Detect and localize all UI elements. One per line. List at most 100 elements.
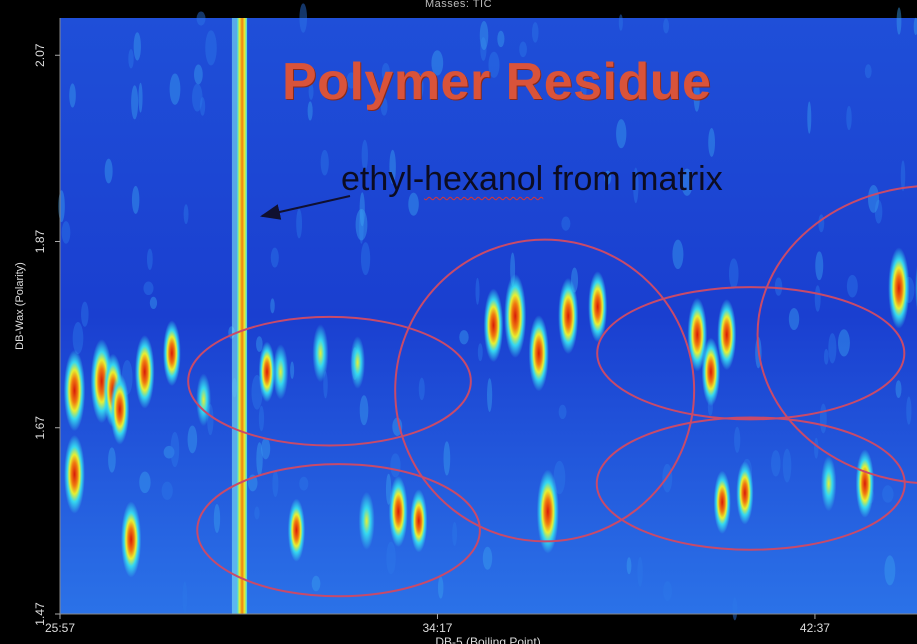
noise-blob bbox=[131, 185, 140, 214]
noise-blob bbox=[254, 506, 260, 520]
noise-blob bbox=[308, 83, 314, 100]
noise-blob bbox=[163, 445, 175, 459]
noise-blob bbox=[143, 281, 154, 296]
noise-blob bbox=[771, 450, 781, 477]
highlight-circle bbox=[196, 463, 481, 598]
noise-blob bbox=[290, 361, 295, 379]
plot-title: Masses: TIC bbox=[424, 0, 493, 10]
noise-blob bbox=[734, 426, 741, 453]
noise-blob bbox=[896, 7, 902, 35]
annotation-word-2: hexanol bbox=[424, 160, 544, 198]
peak-spot bbox=[272, 344, 289, 400]
noise-blob bbox=[108, 447, 116, 473]
peak-spot bbox=[358, 491, 375, 550]
noise-blob bbox=[531, 22, 539, 43]
noise-blob bbox=[359, 209, 364, 244]
noise-blob bbox=[389, 149, 396, 184]
noise-blob bbox=[311, 575, 321, 592]
peak-spot bbox=[121, 501, 142, 578]
noise-blob bbox=[139, 471, 151, 494]
annotation-arrow bbox=[260, 195, 351, 220]
noise-blob bbox=[672, 239, 684, 270]
peak-spot bbox=[855, 449, 875, 518]
peak-spot bbox=[64, 434, 85, 514]
noise-blob bbox=[307, 101, 313, 121]
noise-blob bbox=[408, 192, 419, 216]
noise-blob bbox=[414, 72, 424, 101]
noise-blob bbox=[61, 221, 71, 244]
noise-blob bbox=[558, 404, 567, 420]
y-axis-label: DB-Wax (Polarity) bbox=[14, 262, 26, 350]
noise-blob bbox=[561, 216, 571, 231]
noise-blob bbox=[355, 208, 368, 241]
noise-blob bbox=[361, 139, 368, 171]
noise-blob bbox=[477, 343, 483, 362]
noise-blob bbox=[272, 470, 279, 498]
noise-blob bbox=[299, 3, 308, 33]
noise-blob bbox=[346, 72, 357, 89]
noise-blob bbox=[693, 81, 700, 112]
noise-blob bbox=[133, 32, 141, 61]
peak-spot bbox=[588, 271, 608, 343]
noise-blob bbox=[205, 30, 217, 66]
y-tick-label: 1.67 bbox=[33, 416, 47, 440]
peak-spot bbox=[888, 247, 910, 329]
highlight-circle bbox=[596, 286, 906, 421]
x-tick-label: 34:17 bbox=[422, 621, 452, 635]
noise-blob bbox=[604, 170, 612, 185]
noise-blob bbox=[663, 581, 672, 602]
noise-blob bbox=[475, 277, 480, 305]
highlight-circle bbox=[756, 185, 917, 484]
noise-blob bbox=[381, 63, 390, 81]
x-tick-label: 25:57 bbox=[45, 621, 75, 635]
noise-blob bbox=[874, 199, 883, 224]
noise-blob bbox=[149, 296, 158, 310]
noise-blob bbox=[320, 149, 329, 176]
annotation-text: ethyl-hexanol from matrix bbox=[341, 160, 723, 199]
noise-blob bbox=[390, 453, 401, 478]
noise-blob bbox=[256, 442, 263, 476]
noise-blob bbox=[196, 11, 206, 26]
noise-blob bbox=[895, 380, 902, 398]
noise-blob bbox=[728, 258, 739, 289]
highlight-circle bbox=[187, 315, 472, 447]
noise-blob bbox=[58, 190, 65, 223]
tick-layer: 25:57 34:17 42:37 2.07 1.87 1.67 1.47 DB-5 (Boi… bbox=[33, 43, 830, 644]
noise-blob bbox=[884, 555, 896, 586]
noise-blob bbox=[663, 18, 670, 34]
noise-blob bbox=[213, 504, 221, 533]
highlight-circles bbox=[187, 185, 917, 598]
noise-blob bbox=[380, 97, 388, 116]
noise-blob bbox=[437, 576, 444, 599]
peak-spot bbox=[483, 288, 504, 363]
noise-blob bbox=[359, 192, 365, 227]
peak-spot bbox=[388, 476, 408, 548]
noise-blob bbox=[169, 73, 181, 105]
noise-blob bbox=[815, 251, 824, 281]
noise-blob bbox=[69, 83, 76, 108]
peak-spot bbox=[536, 469, 559, 554]
noise-blob bbox=[732, 597, 738, 621]
annotation-word-1: ethyl- bbox=[341, 160, 425, 198]
noise-blob bbox=[633, 167, 639, 204]
peak-spot bbox=[312, 324, 329, 383]
noise-blob bbox=[296, 208, 303, 239]
y-tick-label: 1.87 bbox=[33, 229, 47, 253]
noise-blob bbox=[138, 82, 143, 113]
noise-blob bbox=[814, 285, 821, 312]
noise-blob bbox=[187, 425, 198, 454]
peak-spot bbox=[713, 470, 731, 534]
noise-blob bbox=[452, 522, 458, 546]
noise-blob bbox=[637, 556, 643, 587]
noise-blob bbox=[774, 277, 783, 296]
noise-blob bbox=[360, 242, 371, 276]
background-noise bbox=[58, 3, 917, 621]
peak-spot bbox=[717, 299, 737, 371]
noise-blob bbox=[443, 441, 451, 476]
noise-blob bbox=[807, 101, 812, 134]
ridge-layer bbox=[231, 18, 248, 614]
peak-spot bbox=[110, 373, 130, 445]
noise-blob bbox=[131, 85, 139, 120]
noise-blob bbox=[913, 17, 917, 36]
